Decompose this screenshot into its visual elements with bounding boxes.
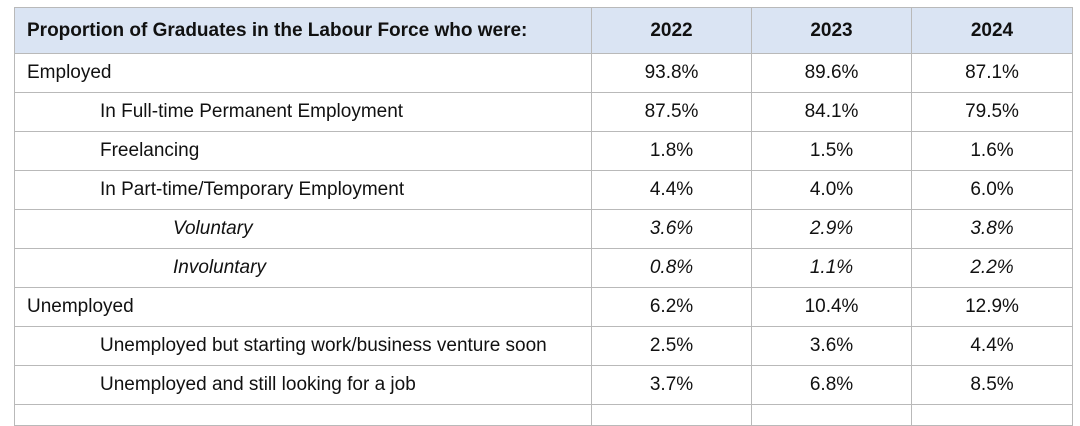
table-row: Voluntary 3.6% 2.9% 3.8% <box>14 209 1073 249</box>
table-row: Unemployed but starting work/business ve… <box>14 326 1073 366</box>
row-label: Involuntary <box>14 248 592 288</box>
row-label: Freelancing <box>14 131 592 171</box>
table-row: Employed 93.8% 89.6% 87.1% <box>14 53 1073 93</box>
row-label: Voluntary <box>14 209 592 249</box>
table-body: Employed 93.8% 89.6% 87.1% In Full-time … <box>14 53 1073 426</box>
row-value: 1.1% <box>751 248 912 288</box>
row-value: 2.5% <box>591 326 752 366</box>
table-row: Unemployed 6.2% 10.4% 12.9% <box>14 287 1073 327</box>
row-value: 3.6% <box>751 326 912 366</box>
table-header: Proportion of Graduates in the Labour Fo… <box>14 7 1073 54</box>
row-value: 8.5% <box>911 365 1073 405</box>
row-value: 1.8% <box>591 131 752 171</box>
row-value: 79.5% <box>911 92 1073 132</box>
header-label: Proportion of Graduates in the Labour Fo… <box>14 7 592 54</box>
header-year-2022: 2022 <box>591 7 752 54</box>
row-value: 87.5% <box>591 92 752 132</box>
row-value: 1.6% <box>911 131 1073 171</box>
row-value: 4.4% <box>591 170 752 210</box>
row-label: In Full-time Permanent Employment <box>14 92 592 132</box>
row-value: 12.9% <box>911 287 1073 327</box>
header-row: Proportion of Graduates in the Labour Fo… <box>14 7 1073 54</box>
row-label: Employed <box>14 53 592 93</box>
header-year-2024: 2024 <box>911 7 1073 54</box>
row-value: 89.6% <box>751 53 912 93</box>
table-row: In Full-time Permanent Employment 87.5% … <box>14 92 1073 132</box>
row-value: 93.8% <box>591 53 752 93</box>
row-value: 0.8% <box>591 248 752 288</box>
row-label: Unemployed and still looking for a job <box>14 365 592 405</box>
row-value: 6.0% <box>911 170 1073 210</box>
row-value: 84.1% <box>751 92 912 132</box>
row-value: 4.4% <box>911 326 1073 366</box>
table-row: In Part-time/Temporary Employment 4.4% 4… <box>14 170 1073 210</box>
table-row: Involuntary 0.8% 1.1% 2.2% <box>14 248 1073 288</box>
row-value: 3.6% <box>591 209 752 249</box>
table-row: Unemployed and still looking for a job 3… <box>14 365 1073 405</box>
table-row: Freelancing 1.8% 1.5% 1.6% <box>14 131 1073 171</box>
row-value: 6.8% <box>751 365 912 405</box>
row-value: 1.5% <box>751 131 912 171</box>
row-value: 6.2% <box>591 287 752 327</box>
row-label: Unemployed but starting work/business ve… <box>14 326 592 366</box>
row-value: 4.0% <box>751 170 912 210</box>
graduate-labour-table: Proportion of Graduates in the Labour Fo… <box>14 7 1073 426</box>
header-year-2023: 2023 <box>751 7 912 54</box>
row-value: 3.8% <box>911 209 1073 249</box>
row-label: Unemployed <box>14 287 592 327</box>
row-value: 2.9% <box>751 209 912 249</box>
graduate-labour-table-container: Proportion of Graduates in the Labour Fo… <box>14 7 1073 426</box>
row-label: In Part-time/Temporary Employment <box>14 170 592 210</box>
row-value: 10.4% <box>751 287 912 327</box>
row-value: 2.2% <box>911 248 1073 288</box>
row-value: 3.7% <box>591 365 752 405</box>
row-value: 87.1% <box>911 53 1073 93</box>
